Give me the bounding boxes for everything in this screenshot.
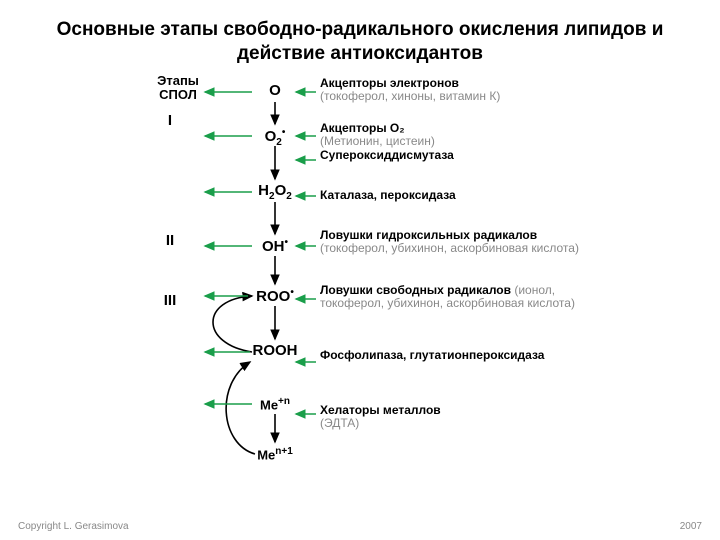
- annot-6-gray: (ЭДТА): [320, 416, 359, 430]
- annot-2-bold: Каталаза, пероксидаза: [320, 188, 456, 202]
- annot-5: Фосфолипаза, глутатионпероксидаза: [320, 349, 580, 363]
- annot-5-bold: Фосфолипаза, глутатионпероксидаза: [320, 348, 544, 362]
- annot-3-gray: (токоферол, убихинон, аскорбиновая кисло…: [320, 241, 579, 255]
- annot-1-gray: (Метионин, цистеин): [320, 134, 435, 148]
- left-header: Этапы СПОЛ: [148, 74, 208, 103]
- stage-2: II: [150, 232, 190, 249]
- annot-4: Ловушки свободных радикалов (ионол, токо…: [320, 284, 580, 312]
- diagram-area: Этапы СПОЛ I II III O O2• H2O2 OH• ROO• …: [0, 74, 720, 504]
- annot-6-bold: Хелаторы металлов: [320, 403, 441, 417]
- annot-3: Ловушки гидроксильных радикалов (токофер…: [320, 229, 580, 257]
- species-Me-n: Me+n: [245, 396, 305, 412]
- species-H2O2: H2O2: [245, 182, 305, 202]
- species-ROOH: ROOH: [245, 342, 305, 359]
- species-O2rad: O2•: [245, 127, 305, 148]
- page-title: Основные этапы свободно-радикального оки…: [0, 0, 720, 74]
- annot-1-bold: Акцепторы O₂: [320, 121, 405, 135]
- annot-6: Хелаторы металлов (ЭДТА): [320, 404, 580, 432]
- species-O: O: [245, 82, 305, 99]
- annot-0: Акцепторы электронов (токоферол, хиноны,…: [320, 77, 580, 105]
- annot-3-bold: Ловушки гидроксильных радикалов: [320, 228, 537, 242]
- species-Me-n1: Men+1: [245, 446, 305, 462]
- annot-2: Каталаза, пероксидаза: [320, 189, 580, 203]
- annot-0-bold: Акцепторы электронов: [320, 76, 459, 90]
- copyright-text: Copyright L. Gerasimova: [18, 521, 129, 532]
- species-ROOrad: ROO•: [245, 287, 305, 305]
- year-text: 2007: [680, 521, 702, 532]
- annot-4-bold: Ловушки свободных радикалов: [320, 283, 511, 297]
- stage-3: III: [150, 292, 190, 309]
- species-OHrad: OH•: [245, 237, 305, 255]
- annot-1-extra: Супероксиддисмутаза: [320, 148, 454, 162]
- annot-1: Акцепторы O₂ (Метионин, цистеин) Суперок…: [320, 122, 580, 163]
- annot-0-gray: (токоферол, хиноны, витамин К): [320, 89, 500, 103]
- stage-1: I: [150, 112, 190, 129]
